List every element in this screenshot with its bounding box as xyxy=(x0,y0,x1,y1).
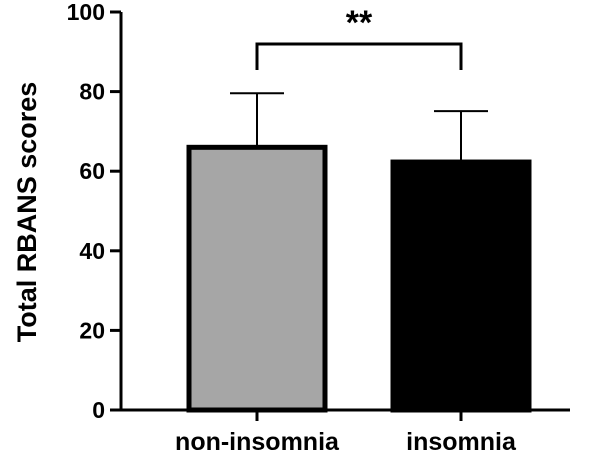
x-tick-label: non-insomnia xyxy=(175,428,340,456)
significance-line xyxy=(255,42,463,70)
y-tick-label: 20 xyxy=(79,317,105,343)
bars xyxy=(186,92,532,413)
y-tick-label: 100 xyxy=(67,0,105,25)
x-axis: non-insomnia insomnia xyxy=(119,408,570,456)
y-tick-label: 60 xyxy=(79,158,105,184)
y-axis: 0 20 40 60 80 100 xyxy=(67,0,123,423)
bar-non-insomnia xyxy=(186,144,328,413)
significance-label: ** xyxy=(346,4,373,42)
y-tick-label: 0 xyxy=(92,397,105,423)
bar-insomnia xyxy=(390,159,532,413)
y-axis-title: Total RBANS scores xyxy=(12,82,42,343)
y-tick-label: 80 xyxy=(79,79,105,105)
x-tick-label: insomnia xyxy=(406,428,517,456)
y-tick-label: 40 xyxy=(79,238,105,264)
significance-bracket: ** xyxy=(255,4,463,70)
